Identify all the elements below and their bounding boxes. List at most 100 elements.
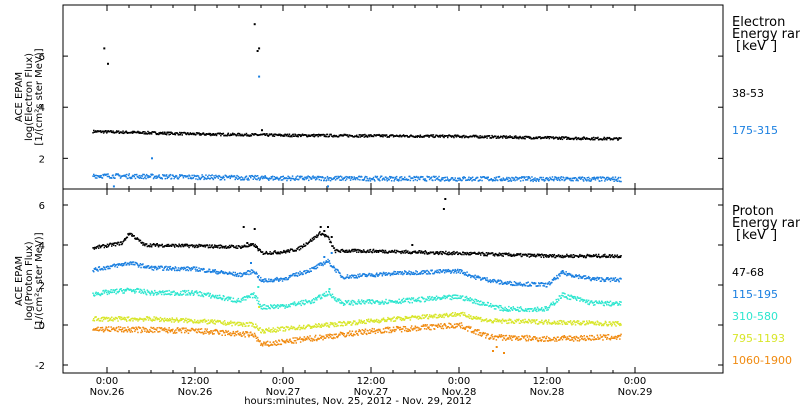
data-point	[493, 308, 496, 310]
data-point	[355, 249, 357, 251]
data-point	[301, 133, 304, 135]
data-point	[423, 178, 425, 180]
data-point	[541, 179, 544, 181]
data-point	[347, 276, 349, 278]
data-point	[116, 130, 118, 132]
data-point	[269, 251, 271, 253]
data-point	[295, 250, 297, 252]
data-point	[454, 177, 456, 179]
data-point	[209, 132, 211, 135]
data-point	[561, 254, 564, 257]
data-point	[460, 297, 462, 300]
data-point	[404, 315, 407, 318]
data-point	[315, 267, 317, 270]
data-point	[557, 277, 559, 280]
spike-point	[258, 47, 261, 50]
data-point	[240, 176, 243, 178]
data-point	[380, 272, 383, 275]
data-point	[523, 283, 526, 286]
data-point	[377, 301, 380, 303]
data-point	[351, 274, 354, 277]
data-point	[267, 305, 269, 307]
data-point	[308, 241, 311, 243]
data-point	[514, 284, 516, 287]
data-point	[255, 273, 257, 275]
data-point	[484, 277, 486, 280]
data-point	[468, 179, 471, 181]
data-point	[558, 299, 560, 301]
data-point	[588, 277, 590, 280]
data-point	[111, 245, 113, 247]
data-point	[185, 266, 188, 268]
data-point	[300, 304, 302, 307]
data-point	[163, 320, 165, 323]
data-point	[490, 137, 493, 139]
data-point	[141, 289, 143, 291]
data-point	[118, 316, 120, 318]
data-point	[564, 273, 567, 276]
data-point	[314, 325, 316, 328]
data-point	[615, 280, 617, 282]
data-point	[110, 130, 112, 132]
data-point	[400, 176, 403, 178]
data-point	[572, 297, 575, 300]
data-point	[280, 179, 283, 181]
data-point	[561, 272, 563, 275]
data-point	[517, 282, 519, 284]
data-point	[177, 178, 180, 180]
data-point	[352, 275, 354, 278]
data-point	[325, 260, 327, 262]
data-point	[127, 262, 130, 265]
y-axis-label: [1/(cm²s ster MeV)]	[34, 48, 45, 145]
data-point	[425, 251, 428, 254]
data-point	[236, 178, 239, 180]
data-point	[228, 271, 231, 273]
data-point	[169, 175, 171, 177]
data-point	[270, 177, 272, 180]
data-point	[229, 298, 231, 300]
data-point	[523, 176, 525, 178]
data-point	[93, 320, 96, 322]
data-point	[328, 326, 331, 328]
data-point	[134, 289, 137, 291]
data-point	[544, 306, 546, 308]
data-point	[352, 178, 355, 180]
data-point	[586, 137, 588, 139]
data-point	[455, 294, 458, 297]
data-point	[564, 178, 567, 180]
data-point	[495, 280, 497, 282]
data-point	[383, 319, 385, 321]
data-point	[450, 253, 452, 255]
data-point	[528, 308, 530, 310]
data-point	[470, 177, 473, 180]
data-point	[93, 270, 95, 273]
data-point	[184, 132, 187, 134]
data-point	[312, 301, 314, 304]
data-point	[332, 265, 335, 267]
data-point	[106, 317, 109, 320]
data-point	[465, 274, 468, 276]
data-point	[294, 177, 297, 180]
data-point	[103, 266, 106, 269]
data-point	[109, 267, 111, 270]
data-point	[356, 177, 359, 179]
data-point	[329, 177, 331, 179]
data-point	[288, 275, 291, 277]
data-point	[351, 302, 353, 304]
data-point	[374, 275, 377, 278]
data-point	[357, 248, 359, 251]
data-point	[328, 261, 330, 263]
data-point	[179, 174, 181, 176]
data-point	[205, 134, 207, 136]
data-point	[325, 291, 327, 293]
data-point	[416, 179, 418, 182]
data-point	[436, 178, 438, 180]
data-point	[497, 253, 499, 256]
data-point	[140, 266, 142, 269]
data-point	[278, 280, 280, 282]
data-point	[187, 318, 189, 320]
data-point	[321, 297, 323, 299]
data-point	[584, 177, 586, 180]
data-point	[313, 135, 316, 138]
data-point	[188, 267, 190, 269]
